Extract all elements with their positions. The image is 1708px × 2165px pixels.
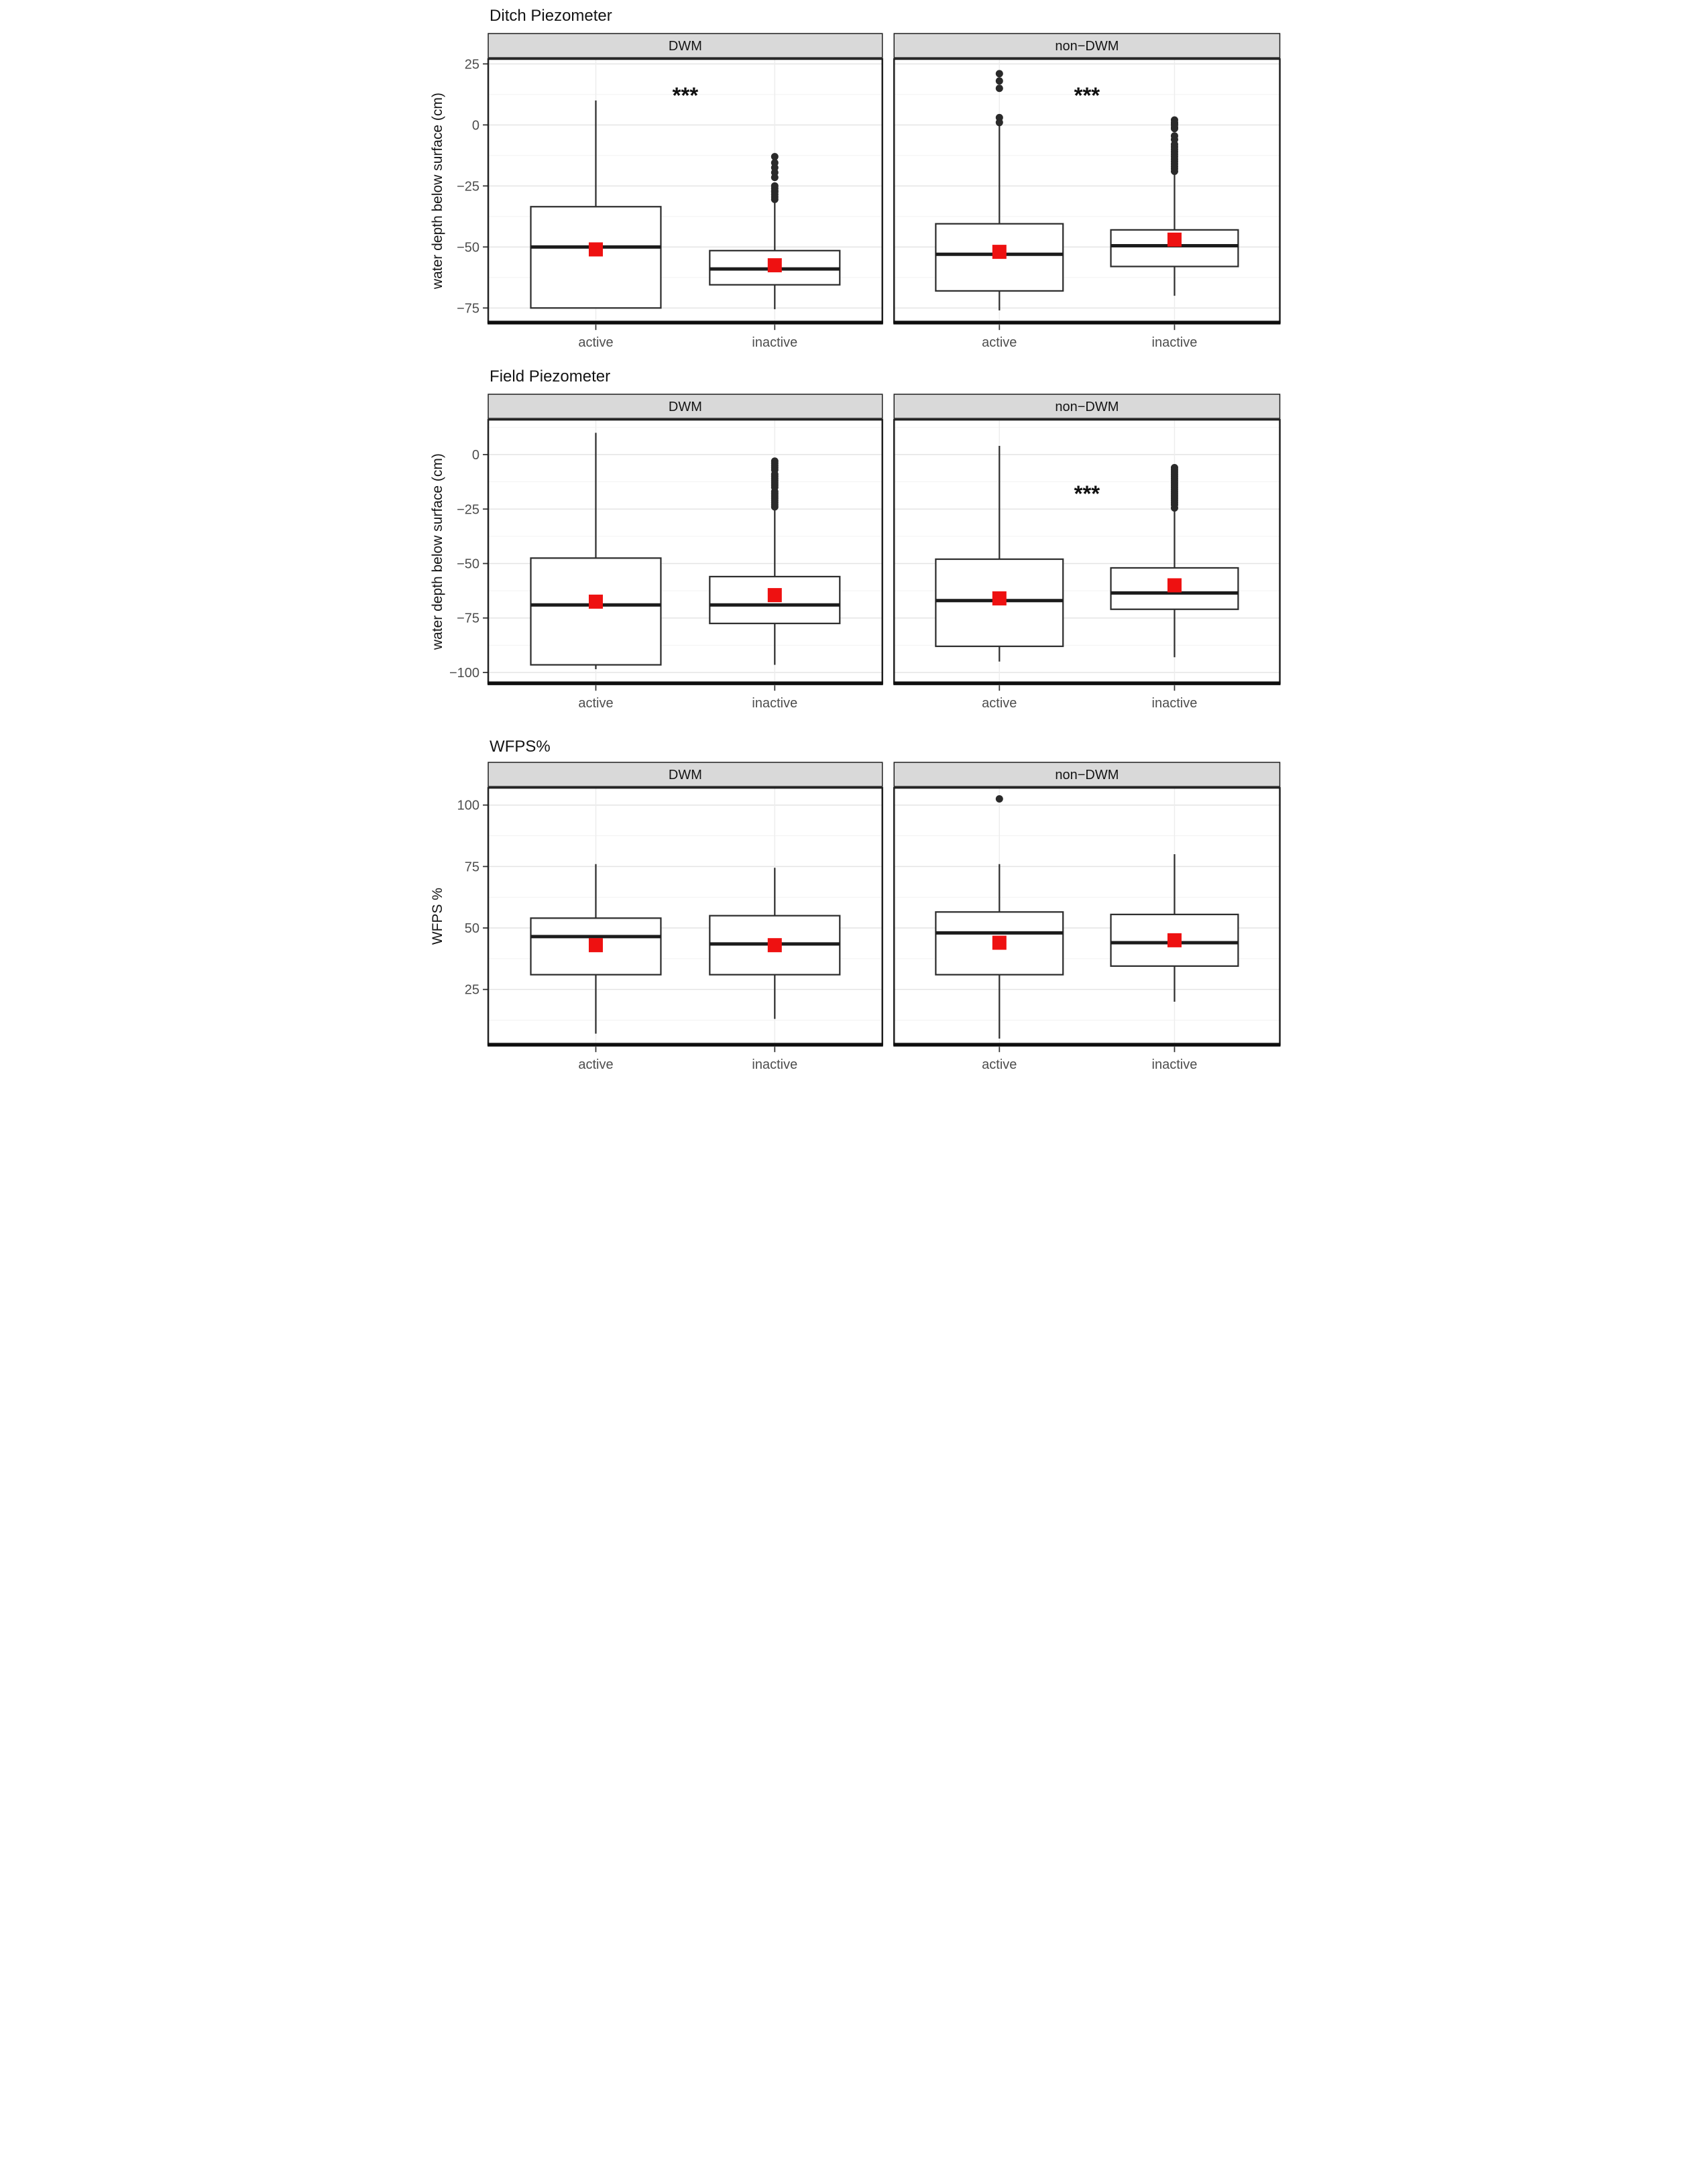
x-category-label: active [982,1058,1017,1073]
chart-title: Ditch Piezometer [490,7,612,25]
facet-strip-label: DWM [668,39,701,54]
mean-marker [767,587,782,602]
x-category-label: active [982,335,1017,350]
mean-marker [588,938,603,953]
facet-strip [487,393,883,419]
y-axis-label: water depth below surface (cm) [430,93,445,290]
mean-marker [992,245,1007,259]
mean-marker [1167,933,1182,948]
y-tick-label: −50 [457,557,479,571]
chart-title: Field Piezometer [490,367,610,386]
boxplot-active [934,445,1064,662]
x-category-label: inactive [1151,335,1197,350]
y-tick-label: 25 [464,57,479,72]
field-piezometer-chart: Field Piezometer water depth below surfac… [426,360,1282,721]
outlier-point [771,195,779,203]
boxplot-active [934,795,1064,1039]
y-tick-label: 75 [464,860,479,875]
ditch-piezometer-chart: Ditch Piezometer water depth below surfac… [426,0,1282,361]
boxplot-active [934,70,1064,310]
facet-strip [893,762,1280,788]
mean-marker [1167,578,1182,593]
facet-strip [487,33,883,58]
boxplot-inactive [708,457,840,665]
significance-stars: *** [1074,481,1100,506]
y-tick-label: −75 [457,301,479,316]
mean-marker [767,258,782,273]
facet-strip [487,762,883,788]
x-category-label: inactive [752,1058,797,1073]
x-category-label: inactive [1151,1058,1197,1073]
ditch-piezometer-figure: Ditch Piezometer water depth below surfac… [426,0,1282,361]
mean-marker [992,591,1007,605]
mean-marker [1167,232,1182,247]
outlier-point [771,153,779,161]
mean-marker [588,242,603,257]
y-tick-label: −100 [449,666,479,681]
outlier-point [995,77,1003,85]
y-tick-label: −25 [457,179,479,194]
mean-marker [992,935,1007,950]
y-tick-label: −75 [457,611,479,626]
boxplot-active [529,100,662,309]
outlier-point [995,795,1003,803]
y-tick-label: 50 [464,921,479,936]
outlier-point [1170,167,1178,175]
iqr-box [1109,914,1239,968]
outlier-point [995,84,1003,93]
significance-stars: *** [1074,83,1100,108]
outlier-point [771,503,779,511]
facet-strip-label: DWM [668,400,701,414]
mean-marker [767,938,782,953]
y-tick-label: 0 [471,448,479,463]
x-category-label: active [578,1058,613,1073]
outlier-point [771,174,779,182]
wfps-chart: WFPS% WFPS % 100 75 50 25 DWM active inactive non… [426,721,1282,1084]
mean-marker [588,594,603,609]
boxplot-inactive [708,153,840,310]
x-category-label: inactive [752,696,797,711]
boxplot-active [529,864,662,1035]
boxplot-inactive [1109,116,1239,296]
boxplot-figure-page: Ditch Piezometer water depth below surfac… [426,0,1282,1084]
facet-strip-label: non−DWM [1055,768,1119,782]
outlier-point [1170,125,1178,133]
outlier-point [995,70,1003,78]
outlier-point [1170,504,1178,512]
boxplot-inactive [708,868,840,1020]
x-category-label: inactive [1151,696,1197,711]
chart-title: WFPS% [490,738,551,756]
x-category-label: active [578,335,613,350]
x-category-label: active [982,696,1017,711]
iqr-box [529,206,662,309]
x-category-label: active [578,696,613,711]
boxplot-active [529,432,662,669]
boxplot-inactive [1109,463,1239,657]
boxplot-inactive [1109,854,1239,1002]
y-tick-label: 25 [464,983,479,998]
y-axis-label: water depth below surface (cm) [430,453,445,650]
y-axis-label: WFPS % [430,888,445,945]
y-tick-label: 100 [457,799,479,813]
y-tick-label: −25 [457,502,479,517]
wfps-figure: WFPS% WFPS % 100 75 50 25 DWM active inactive non… [426,721,1282,1084]
facet-strip-label: non−DWM [1055,39,1119,54]
significance-stars: *** [672,83,698,108]
outlier-point [995,119,1003,127]
iqr-box [934,911,1064,976]
facet-strip [893,393,1280,419]
facet-strip-label: DWM [668,768,701,782]
facet-strip [893,33,1280,58]
iqr-box [529,557,662,666]
facet-strip-label: non−DWM [1055,400,1119,414]
y-tick-label: −50 [457,240,479,255]
field-piezometer-figure: Field Piezometer water depth below surfac… [426,360,1282,721]
x-category-label: inactive [752,335,797,350]
y-tick-label: 0 [471,118,479,133]
